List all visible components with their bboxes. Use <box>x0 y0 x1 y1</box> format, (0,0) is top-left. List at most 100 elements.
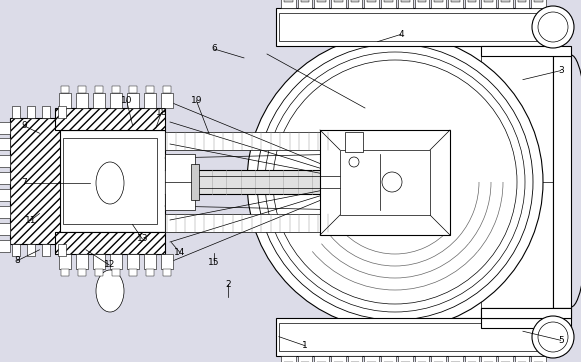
Bar <box>297 0 313 8</box>
Bar <box>110 93 122 108</box>
Bar <box>515 356 529 362</box>
Bar <box>127 254 139 269</box>
Bar <box>146 269 154 276</box>
Circle shape <box>382 172 402 192</box>
Bar <box>367 0 376 2</box>
Bar <box>27 106 35 118</box>
Bar <box>498 356 512 362</box>
Bar <box>401 0 410 2</box>
Ellipse shape <box>538 12 568 42</box>
Bar <box>431 356 446 362</box>
Bar <box>12 244 20 256</box>
Bar <box>279 323 550 351</box>
Ellipse shape <box>532 316 574 358</box>
Bar <box>144 254 156 269</box>
Text: 9: 9 <box>21 122 27 130</box>
Bar <box>531 0 546 8</box>
Bar <box>55 232 165 254</box>
Bar <box>481 308 571 318</box>
Bar <box>314 0 329 8</box>
Bar <box>515 0 529 8</box>
Ellipse shape <box>96 270 124 312</box>
Bar <box>297 356 313 362</box>
Bar <box>395 46 553 318</box>
Bar <box>112 269 120 276</box>
Text: 3: 3 <box>558 66 564 75</box>
Bar <box>59 254 71 269</box>
Bar <box>331 356 346 362</box>
Text: 18: 18 <box>156 108 167 117</box>
Text: 10: 10 <box>121 96 132 105</box>
Bar <box>76 93 88 108</box>
Bar <box>381 356 396 362</box>
Bar <box>0 138 10 150</box>
Bar <box>465 356 479 362</box>
Bar <box>398 0 413 8</box>
Bar <box>55 130 165 232</box>
Bar <box>12 106 20 118</box>
Bar <box>191 164 199 200</box>
Bar <box>481 318 571 328</box>
Bar <box>448 356 462 362</box>
Text: 12: 12 <box>103 261 115 269</box>
Ellipse shape <box>96 162 124 204</box>
Bar <box>95 86 103 93</box>
Bar <box>451 0 460 2</box>
Text: 6: 6 <box>211 45 217 53</box>
Bar <box>110 254 122 269</box>
Bar <box>481 308 571 318</box>
Ellipse shape <box>538 322 568 352</box>
Bar <box>10 118 60 244</box>
Circle shape <box>247 34 543 330</box>
Bar <box>340 150 430 215</box>
Bar <box>61 86 69 93</box>
Bar <box>345 132 363 152</box>
Bar <box>320 130 450 235</box>
Polygon shape <box>350 154 410 210</box>
Bar <box>165 170 360 194</box>
Bar <box>127 93 139 108</box>
Bar <box>535 0 543 2</box>
Bar <box>398 356 413 362</box>
Text: 19: 19 <box>191 96 202 105</box>
Bar <box>129 86 137 93</box>
Bar <box>161 93 173 108</box>
Bar <box>42 244 50 256</box>
Bar <box>314 356 329 362</box>
Bar <box>0 155 10 167</box>
Bar <box>0 189 10 201</box>
Bar <box>414 0 429 8</box>
Bar <box>481 46 571 56</box>
Bar <box>301 0 309 2</box>
Bar <box>281 0 296 8</box>
Bar <box>58 106 66 118</box>
Bar <box>146 86 154 93</box>
Text: 7: 7 <box>21 178 27 187</box>
Bar <box>42 106 50 118</box>
Bar <box>0 206 10 218</box>
Bar <box>317 0 326 2</box>
Circle shape <box>349 157 359 167</box>
Bar <box>384 0 393 2</box>
Bar <box>165 132 330 150</box>
Text: 2: 2 <box>225 280 231 289</box>
Bar <box>93 254 105 269</box>
Bar <box>481 0 496 8</box>
Bar <box>381 0 396 8</box>
Bar <box>55 108 165 130</box>
Bar <box>61 269 69 276</box>
Text: 11: 11 <box>24 216 36 225</box>
Bar <box>279 13 550 41</box>
Bar <box>364 0 379 8</box>
Bar <box>465 0 479 8</box>
Bar <box>498 0 512 8</box>
Bar <box>76 254 88 269</box>
Text: 4: 4 <box>398 30 404 39</box>
Text: 14: 14 <box>174 248 186 257</box>
Text: 13: 13 <box>137 235 148 243</box>
Bar <box>161 254 173 269</box>
Bar <box>501 0 510 2</box>
Bar <box>348 0 363 8</box>
Bar <box>484 0 493 2</box>
Bar <box>348 356 363 362</box>
